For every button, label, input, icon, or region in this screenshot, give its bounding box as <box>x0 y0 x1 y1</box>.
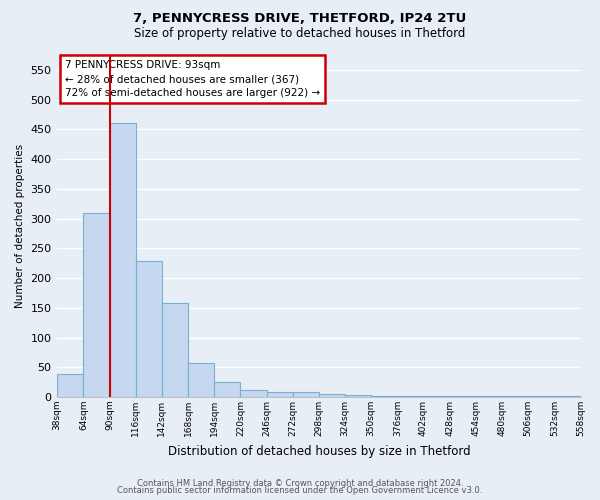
Bar <box>162 303 188 397</box>
Y-axis label: Number of detached properties: Number of detached properties <box>15 144 25 308</box>
Bar <box>319 394 345 397</box>
Bar <box>83 212 110 397</box>
Bar <box>345 395 371 397</box>
Bar <box>424 396 449 397</box>
Text: Contains HM Land Registry data © Crown copyright and database right 2024.: Contains HM Land Registry data © Crown c… <box>137 478 463 488</box>
Text: 7, PENNYCRESS DRIVE, THETFORD, IP24 2TU: 7, PENNYCRESS DRIVE, THETFORD, IP24 2TU <box>133 12 467 26</box>
Bar <box>214 382 241 397</box>
Bar <box>266 392 293 397</box>
Bar <box>110 124 136 397</box>
Bar <box>57 374 83 397</box>
Bar <box>188 363 214 397</box>
Text: Size of property relative to detached houses in Thetford: Size of property relative to detached ho… <box>134 28 466 40</box>
Bar <box>554 396 581 397</box>
Bar <box>449 396 476 397</box>
Text: Contains public sector information licensed under the Open Government Licence v3: Contains public sector information licen… <box>118 486 482 495</box>
Bar <box>371 396 397 397</box>
X-axis label: Distribution of detached houses by size in Thetford: Distribution of detached houses by size … <box>167 444 470 458</box>
Bar <box>476 396 502 397</box>
Bar <box>293 392 319 397</box>
Bar <box>502 396 528 397</box>
Bar <box>136 262 162 397</box>
Text: 7 PENNYCRESS DRIVE: 93sqm
← 28% of detached houses are smaller (367)
72% of semi: 7 PENNYCRESS DRIVE: 93sqm ← 28% of detac… <box>65 60 320 98</box>
Bar <box>241 390 266 397</box>
Bar <box>397 396 424 397</box>
Bar <box>528 396 554 397</box>
